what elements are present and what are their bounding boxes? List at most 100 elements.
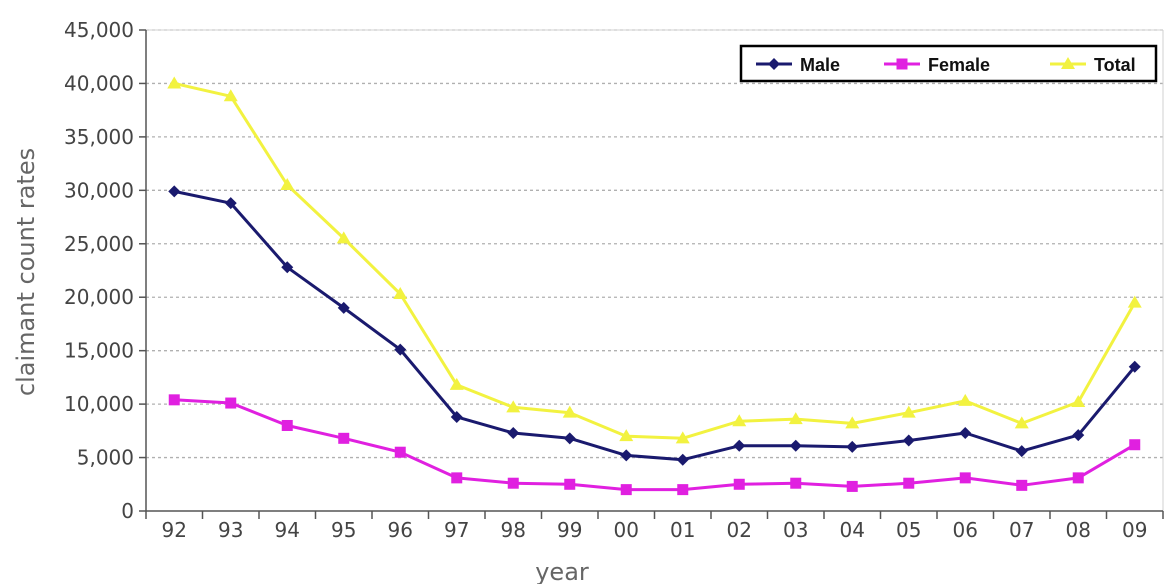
data-point-female [225,397,237,409]
data-point-male [789,439,802,452]
data-point-total [958,393,973,406]
data-point-female [846,480,858,492]
data-point-female [903,477,915,489]
data-point-total [732,414,747,427]
data-point-male [563,432,576,445]
data-point-male [281,261,294,274]
data-point-male [902,434,915,447]
data-point-total [788,412,803,425]
data-point-male [507,426,520,439]
y-tick-labels: 0 5,000 10,000 15,000 20,000 25,000 30,000 35,0… [64,18,134,523]
y-tick-label: 20,000 [64,285,134,309]
x-tick-label: 95 [331,518,356,542]
y-tick-label: 15,000 [64,339,134,363]
data-point-male [337,301,350,314]
data-point-total [280,177,295,190]
data-point-male [1015,445,1028,458]
data-point-female [1129,439,1141,451]
data-point-female [451,472,463,484]
data-point-female [394,446,406,458]
data-point-total [336,231,351,244]
x-tick-label: 98 [501,518,526,542]
series-total [167,76,1142,444]
x-tick-label: 03 [783,518,808,542]
x-tick-label: 97 [444,518,469,542]
x-tick-label: 96 [388,518,413,542]
y-tick-label: 35,000 [64,125,134,149]
series-line-female [174,398,1136,492]
x-tick-labels: 92 93 94 95 96 97 98 99 00 01 02 03 04 05 06 07 08 09 [162,518,1148,542]
x-tick-label: 93 [218,518,243,542]
x-tick-label: 99 [557,518,582,542]
data-point-female [281,419,293,431]
y-axis-title: claimant count rates [12,148,40,396]
data-point-male [620,449,633,462]
data-point-total [449,377,464,390]
x-tick-label: 92 [162,518,187,542]
x-tick-label: 02 [727,518,752,542]
data-point-male [959,426,972,439]
data-point-male [676,453,689,466]
data-point-male [1128,360,1141,373]
y-tick-label: 30,000 [64,178,134,202]
legend-marker-female [896,58,908,70]
data-point-female [168,394,180,406]
data-point-female [620,484,632,496]
gridlines [146,29,1163,459]
y-tick-label: 5,000 [77,446,134,470]
series-group [167,76,1142,496]
legend-label-female: Female [928,55,990,75]
data-point-male [450,410,463,423]
data-point-total [1014,416,1029,429]
data-point-total [223,89,238,102]
data-point-total [675,431,690,444]
data-point-total [1071,394,1086,407]
data-point-female [1072,472,1084,484]
series-male [168,185,1141,466]
legend-marker-male [768,58,780,70]
legend-label-male: Male [800,55,840,75]
data-point-male [1072,429,1085,442]
series-line-male [173,189,1136,462]
data-point-male [394,343,407,356]
legend-marker-total [1061,57,1075,69]
data-point-male [733,439,746,452]
data-point-total [562,405,577,418]
x-tick-label: 05 [896,518,921,542]
data-point-total [1127,295,1142,308]
data-point-total [845,416,860,429]
x-tick-label: 08 [1066,518,1091,542]
data-point-female [677,484,689,496]
data-point-female [507,477,519,489]
series-female [168,394,1141,496]
data-point-female [959,472,971,484]
data-point-total [506,400,521,413]
legend: Male Female Total [739,44,1158,83]
x-tick-label: 04 [840,518,865,542]
y-tick-label: 10,000 [64,392,134,416]
x-tick-label: 09 [1122,518,1147,542]
data-point-total [619,429,634,442]
data-point-male [168,185,181,198]
x-tick-label: 00 [614,518,639,542]
data-point-female [338,432,350,444]
y-tick-label: 0 [121,499,134,523]
x-tick-label: 07 [1009,518,1034,542]
x-tick-label: 01 [670,518,695,542]
y-tick-label: 45,000 [64,18,134,42]
data-point-male [224,197,237,210]
axes [139,29,1164,519]
data-point-total [167,76,182,89]
series-line-total [173,81,1137,440]
y-tick-label: 25,000 [64,232,134,256]
x-tick-label: 06 [953,518,978,542]
x-axis-title: year [535,558,589,584]
y-tick-label: 40,000 [64,71,134,95]
data-point-female [733,478,745,490]
legend-box [739,44,1158,83]
data-point-female [790,477,802,489]
data-point-total [901,405,916,418]
x-tick-label: 94 [275,518,300,542]
data-point-female [1016,479,1028,491]
legend-label-total: Total [1094,55,1136,75]
